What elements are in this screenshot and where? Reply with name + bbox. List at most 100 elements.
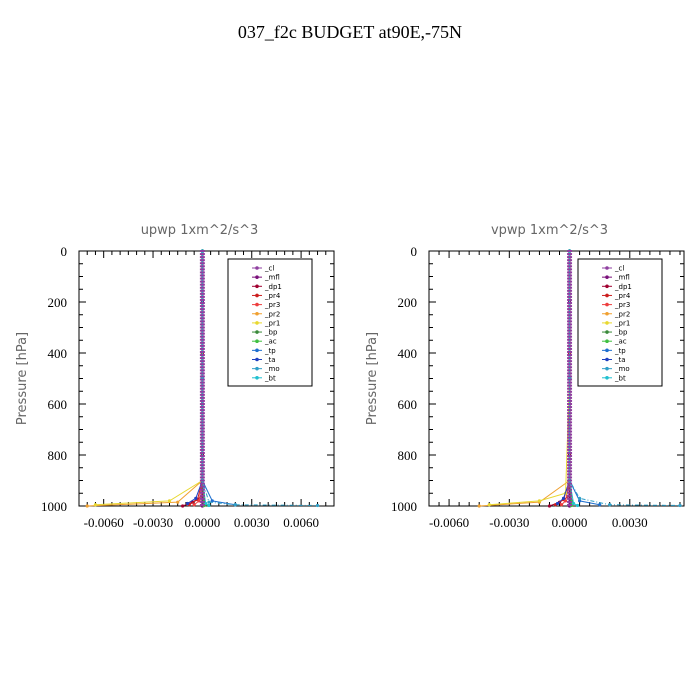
level-marker [567, 494, 573, 497]
level-marker [567, 393, 573, 396]
y-tick-label: 600 [398, 397, 418, 412]
legend-label: _bt [614, 374, 626, 382]
y-tick-label: 400 [398, 346, 418, 361]
level-marker [567, 381, 573, 384]
legend-label: _pr2 [264, 310, 280, 318]
level-marker [199, 308, 205, 311]
legend-marker [605, 339, 609, 344]
legend-marker [255, 376, 259, 380]
legend-label: _mfl [264, 274, 280, 282]
level-marker [199, 332, 205, 335]
series-line-dp1 [182, 251, 203, 507]
level-marker [199, 338, 205, 341]
level-marker [199, 274, 205, 277]
series-line-pr4 [555, 251, 571, 506]
legend-label: _pr1 [614, 319, 630, 327]
data-point [577, 499, 582, 503]
x-tick-label: -0.0060 [84, 515, 124, 530]
level-marker [567, 308, 573, 311]
level-marker [567, 442, 573, 445]
legend-marker [255, 275, 259, 279]
data-point [577, 496, 582, 500]
series-line-pr2 [479, 251, 571, 507]
legend-marker [255, 266, 259, 270]
level-marker [567, 503, 573, 506]
level-marker [567, 433, 573, 436]
level-marker [199, 439, 205, 442]
level-marker [567, 482, 573, 485]
data-point [167, 499, 172, 503]
data-point [563, 499, 568, 503]
data-point [561, 496, 566, 500]
legend-label: _ac [264, 338, 277, 346]
level-marker [567, 350, 573, 353]
data-point [487, 503, 491, 507]
level-marker [199, 399, 205, 402]
y-tick-label: 800 [48, 448, 68, 463]
level-marker [199, 317, 205, 320]
level-marker [567, 283, 573, 286]
data-point [477, 504, 481, 508]
level-marker [567, 354, 573, 357]
level-marker [567, 473, 573, 476]
level-marker [199, 350, 205, 353]
level-marker [567, 390, 573, 393]
y-tick-label: 200 [398, 295, 418, 310]
level-marker [199, 384, 205, 387]
level-marker [567, 427, 573, 430]
y-tick-label: 800 [398, 448, 418, 463]
level-marker [567, 250, 573, 252]
data-point [185, 501, 190, 506]
level-marker [567, 268, 573, 271]
data-point [598, 503, 602, 507]
legend-marker [605, 302, 609, 307]
level-marker [199, 335, 205, 338]
level-marker [199, 390, 205, 393]
level-marker [567, 317, 573, 320]
level-marker [567, 289, 573, 292]
level-marker [199, 360, 205, 363]
level-marker [199, 289, 205, 292]
level-marker [567, 403, 573, 405]
level-marker [199, 491, 205, 494]
level-marker [199, 344, 205, 347]
level-marker [199, 500, 205, 503]
legend-label: _tp [614, 347, 626, 355]
level-marker [199, 259, 205, 262]
legend-label: _ta [264, 356, 276, 364]
x-tick-label: 0.0000 [552, 515, 588, 530]
legend-label: _dp1 [614, 283, 632, 291]
legend-label: _mo [614, 365, 630, 373]
level-marker [199, 311, 205, 314]
level-marker [567, 439, 573, 442]
data-point [194, 496, 198, 500]
legend-box [227, 258, 313, 387]
level-marker [567, 409, 573, 412]
level-marker [199, 476, 205, 479]
legend-marker [255, 339, 259, 344]
level-marker [567, 311, 573, 314]
y-tick-label: 1000 [41, 499, 67, 514]
level-marker [567, 445, 573, 448]
level-marker [199, 421, 205, 424]
level-marker [567, 292, 573, 295]
legend-label: _tp [264, 347, 276, 355]
level-marker [567, 470, 573, 473]
data-point [207, 500, 211, 504]
level-marker [567, 253, 573, 256]
legend-marker [605, 293, 609, 298]
y-tick-label: 200 [48, 295, 68, 310]
level-marker [199, 354, 205, 357]
y-tick-label: 0 [61, 244, 68, 259]
level-marker [567, 479, 573, 482]
level-marker [199, 292, 205, 295]
level-marker [567, 497, 573, 500]
x-tick-label: -0.0030 [133, 515, 173, 530]
y-axis-label: Pressure [hPa] [15, 332, 30, 425]
data-point [678, 503, 682, 508]
level-marker [567, 347, 573, 350]
level-marker [567, 451, 573, 454]
data-point [555, 501, 560, 506]
level-marker [199, 326, 205, 329]
